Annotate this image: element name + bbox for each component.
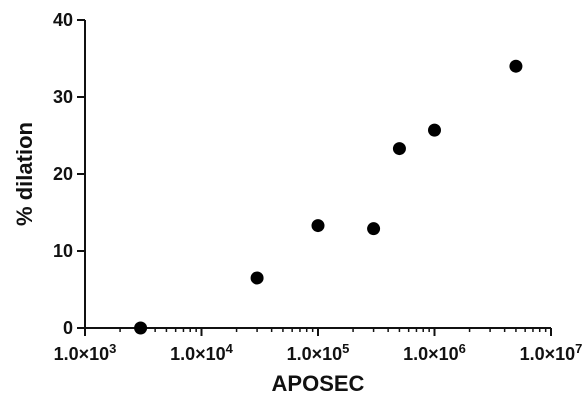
y-tick-marks: [77, 19, 85, 329]
x-axis-title: APOSEC: [272, 371, 365, 396]
y-tick-label: 30: [53, 87, 73, 107]
y-axis-title: % dilation: [12, 122, 37, 226]
x-tick-label: 1.0×104: [170, 341, 234, 364]
data-point: [428, 123, 441, 137]
data-point: [367, 222, 381, 236]
x-tick-label: 1.0×103: [54, 341, 117, 364]
y-tick-label: 40: [53, 10, 73, 30]
data-points: [134, 59, 523, 335]
data-point: [392, 142, 406, 156]
y-tick-labels: 0 10 20 30 40: [53, 10, 73, 338]
x-tick-label: 1.0×107: [520, 341, 583, 364]
data-point: [134, 321, 148, 335]
data-point: [311, 219, 325, 233]
y-tick-label: 20: [53, 164, 73, 184]
y-tick-label: 10: [53, 241, 73, 261]
x-tick-labels: 1.0×103 1.0×104 1.0×105 1.0×106 1.0×107: [54, 341, 583, 364]
y-tick-label: 0: [63, 318, 73, 338]
x-tick-marks: [84, 328, 552, 336]
data-point: [509, 59, 523, 73]
data-point: [250, 271, 264, 285]
x-tick-label: 1.0×106: [403, 341, 466, 364]
x-tick-label: 1.0×105: [287, 341, 350, 364]
